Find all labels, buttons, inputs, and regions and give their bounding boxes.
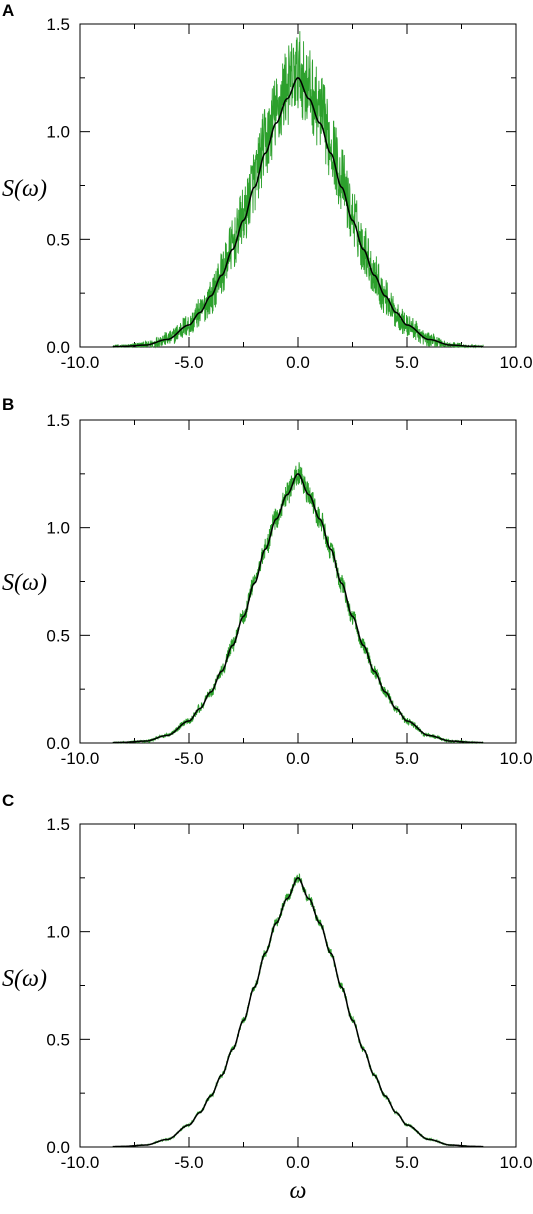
x-tick-label: 0.0 [286, 749, 310, 768]
series-fit-line [112, 877, 484, 1148]
panel-a: A S(ω) -10.0 -5.0 0.0 5.0 10.0 0.0 0.5 1.0 1.5 [2, 1, 533, 372]
y-tick-label: 0.0 [46, 1138, 70, 1157]
x-tick-label: 0.0 [286, 1153, 310, 1172]
y-tick-label: 1.0 [46, 123, 70, 142]
x-tick-label: 10.0 [499, 1153, 532, 1172]
x-tick-label: -10.0 [61, 749, 100, 768]
series-noisy-line [112, 31, 484, 349]
y-tick-label: 1.5 [46, 411, 70, 430]
series-noisy-line [112, 873, 484, 1148]
y-tick-label: 1.0 [46, 923, 70, 942]
x-tick-label: 5.0 [395, 749, 419, 768]
x-axis-label: ω [290, 1178, 307, 1204]
y-axis-label: S(ω) [2, 966, 47, 992]
plot-frame [79, 419, 517, 744]
panel-letter: B [2, 395, 14, 414]
x-tick-label: -5.0 [174, 353, 203, 372]
x-tick-label: -5.0 [174, 749, 203, 768]
panel-letter: A [2, 1, 14, 20]
x-tick-label: 5.0 [395, 1153, 419, 1172]
panel-c: C S(ω) -10.0 -5.0 0.0 5.0 10.0 0.0 0.5 1.0 1.5 ω [2, 791, 533, 1204]
y-tick-label: 1.5 [46, 15, 70, 34]
x-tick-label: 0.0 [286, 353, 310, 372]
series-fit-line [112, 77, 484, 348]
y-tick-label: 0.0 [46, 338, 70, 357]
plot-frame [79, 823, 517, 1148]
panel-letter: C [2, 791, 14, 810]
y-axis-label: S(ω) [2, 570, 47, 596]
y-tick-label: 1.0 [46, 519, 70, 538]
x-tick-label: 10.0 [499, 749, 532, 768]
y-tick-label: 0.5 [46, 626, 70, 645]
series-fit-line [112, 473, 484, 744]
x-tick-label: -10.0 [61, 353, 100, 372]
x-tick-label: -10.0 [61, 1153, 100, 1172]
x-tick-label: 10.0 [499, 353, 532, 372]
y-tick-label: 1.5 [46, 815, 70, 834]
y-axis-label: S(ω) [2, 176, 47, 202]
x-tick-label: 5.0 [395, 353, 419, 372]
y-tick-label: 0.0 [46, 734, 70, 753]
series-noisy-line [112, 462, 484, 745]
panel-b: B S(ω) -10.0 -5.0 0.0 5.0 10.0 0.0 0.5 1.0 1.5 [2, 395, 533, 768]
y-tick-label: 0.5 [46, 1030, 70, 1049]
y-tick-label: 0.5 [46, 230, 70, 249]
x-tick-label: -5.0 [174, 1153, 203, 1172]
